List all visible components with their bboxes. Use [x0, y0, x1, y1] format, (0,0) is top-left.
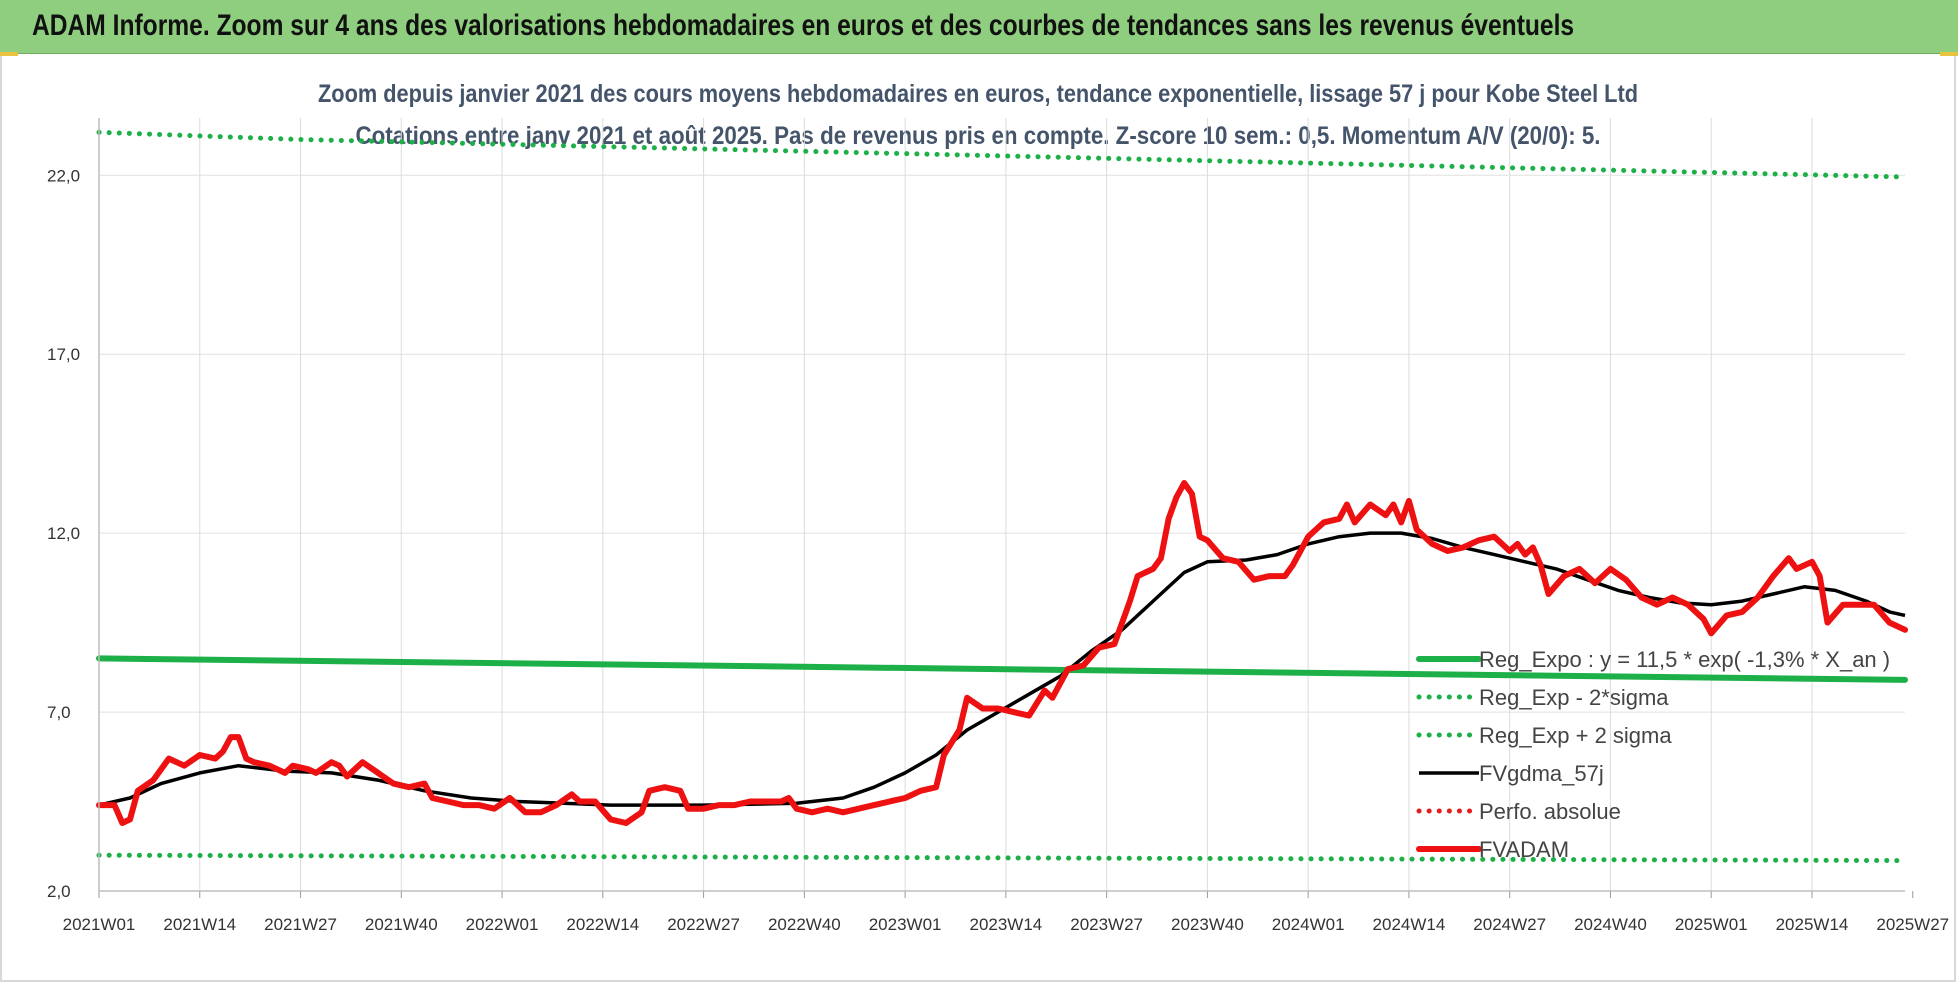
- x-tick-label: 2022W27: [667, 915, 740, 934]
- x-tick-label: 2021W14: [163, 915, 236, 934]
- x-tick-label: 2021W27: [264, 915, 337, 934]
- banner-title: ADAM Informe. Zoom sur 4 ans des valoris…: [32, 9, 1575, 42]
- corner-marker-left: [0, 52, 18, 56]
- series-line-5: [96, 480, 1908, 826]
- series-group: [96, 129, 1908, 864]
- x-tick-label: 2021W01: [63, 915, 136, 934]
- y-tick-label: 7,0: [47, 703, 71, 722]
- legend-label-3: FVgdma_57j: [1479, 761, 1604, 786]
- chart-frame: [0, 54, 1956, 982]
- x-tick-label: 2023W14: [969, 915, 1042, 934]
- x-tick-label: 2025W27: [1876, 915, 1949, 934]
- y-tick-label: 12,0: [47, 524, 80, 543]
- x-tick-label: 2023W40: [1171, 915, 1244, 934]
- title-banner: ADAM Informe. Zoom sur 4 ans des valoris…: [0, 0, 1958, 54]
- y-tick-label: 17,0: [47, 345, 80, 364]
- legend-label-0: Reg_Expo : y = 11,5 * exp( -1,3% * X_an …: [1479, 647, 1890, 672]
- x-tick-label: 2022W40: [768, 915, 841, 934]
- x-tick-label: 2025W01: [1675, 915, 1748, 934]
- x-tick-label: 2021W40: [365, 915, 438, 934]
- y-tick-label: 2,0: [47, 882, 71, 901]
- chart-title-line1: Zoom depuis janvier 2021 des cours moyen…: [318, 80, 1638, 108]
- axes: 2,0 7,0 12,0 17,0 22,0 2021W01 2021W14 2021W27 2…: [47, 118, 1949, 934]
- legend-label-2: Reg_Exp + 2 sigma: [1479, 723, 1672, 748]
- x-tick-label: 2024W14: [1373, 915, 1446, 934]
- y-tick-label: 22,0: [47, 166, 80, 185]
- x-tick-label: 2024W27: [1473, 915, 1546, 934]
- legend-label-5: FVADAM: [1479, 837, 1569, 862]
- corner-marker-right: [1940, 52, 1958, 56]
- grid-lines: [98, 118, 1905, 892]
- x-tick-label: 2024W40: [1574, 915, 1647, 934]
- legend-label-1: Reg_Exp - 2*sigma: [1479, 685, 1669, 710]
- legend: Reg_Expo : y = 11,5 * exp( -1,3% * X_an …: [1416, 647, 1890, 862]
- x-tick-label: 2023W27: [1070, 915, 1143, 934]
- x-tick-label: 2022W14: [566, 915, 639, 934]
- legend-label-4: Perfo. absolue: [1479, 799, 1621, 824]
- series-line-1: [96, 852, 1908, 864]
- series-line-0: [96, 655, 1908, 683]
- x-tick-label: 2022W01: [466, 915, 539, 934]
- x-tick-label: 2023W01: [869, 915, 942, 934]
- x-tick-label: 2024W01: [1272, 915, 1345, 934]
- series-line-2: [96, 129, 1908, 180]
- x-tick-label: 2025W14: [1776, 915, 1849, 934]
